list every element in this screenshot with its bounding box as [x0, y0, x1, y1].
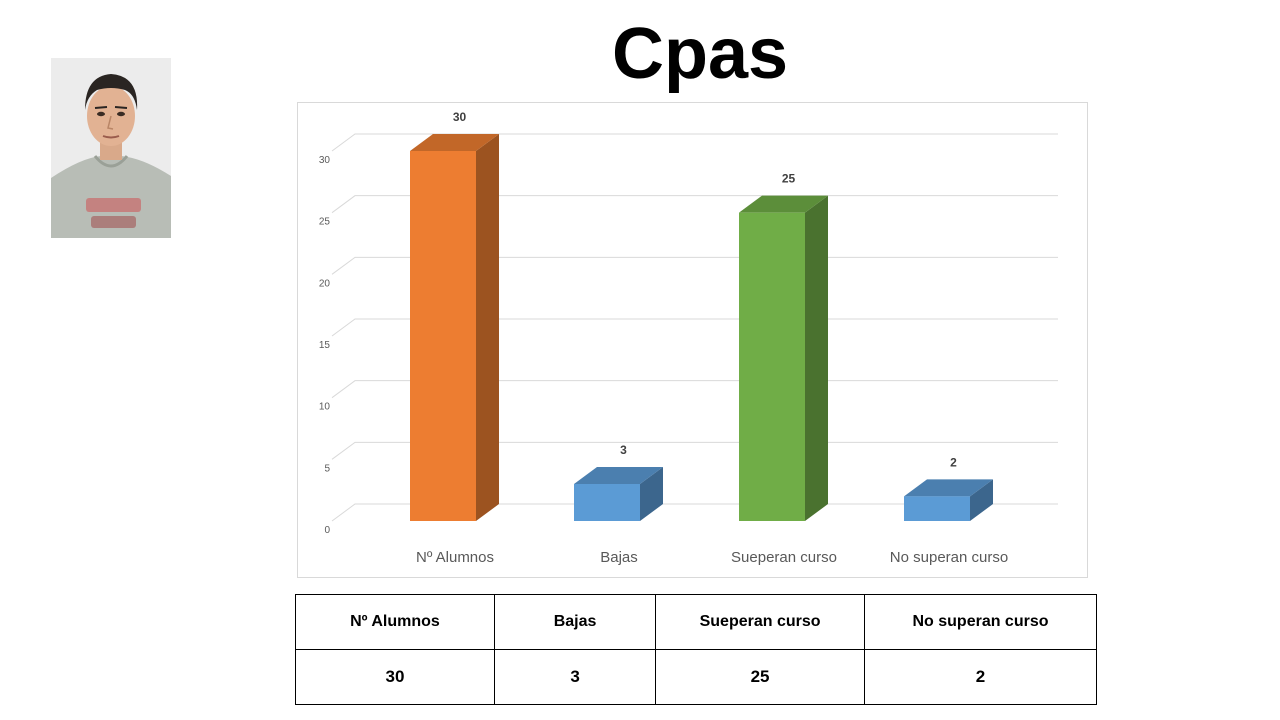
bar-chart: 0 5 10 15 20 25 30 30 3 25 2 Nº Alumnos Bajas Suepe…	[297, 102, 1088, 578]
page-title: Cpas	[611, 14, 789, 94]
table-cell: 25	[655, 649, 865, 705]
x-tick-label: Nº Alumnos	[416, 549, 494, 566]
y-tick-label: 20	[319, 278, 331, 289]
bar-side	[805, 195, 828, 521]
gridline	[331, 133, 1058, 152]
data-label: 2	[950, 455, 957, 469]
bar-top	[410, 134, 499, 151]
data-table: Nº Alumnos Bajas Sueperan curso No superan …	[295, 594, 1098, 705]
x-tick-label: Sueperan curso	[731, 549, 837, 566]
bar-side	[640, 467, 663, 521]
bar-top	[739, 195, 828, 213]
bar-front	[904, 496, 970, 521]
bar	[410, 134, 499, 521]
data-label: 25	[782, 172, 796, 186]
table-header-cell: No superan curso	[863, 594, 1098, 650]
bar-side	[970, 479, 993, 521]
bar-front	[739, 212, 805, 521]
bar	[739, 195, 828, 521]
table-header-cell: Nº Alumnos	[295, 594, 495, 650]
table-cell: 2	[863, 649, 1098, 705]
y-tick-label: 25	[319, 217, 331, 228]
table-header-row: Nº Alumnos Bajas Sueperan curso No superan …	[295, 594, 1098, 650]
y-tick-label: 30	[319, 155, 331, 166]
portrait-image	[51, 58, 171, 238]
table-cell: 3	[493, 649, 657, 705]
data-label: 30	[453, 110, 467, 124]
y-tick-label: 10	[319, 402, 331, 413]
x-tick-label: No superan curso	[890, 549, 1008, 566]
table-cell: 30	[295, 649, 495, 705]
bar-chart-canvas: 0 5 10 15 20 25 30 30 3 25 2 Nº Alumnos Bajas Suepe…	[319, 110, 1058, 566]
table-row: 30 3 25 2	[295, 649, 1098, 705]
profile-photo	[51, 58, 171, 238]
bar-top	[574, 467, 663, 484]
y-tick-label: 0	[324, 525, 330, 536]
y-tick-label: 5	[324, 463, 330, 474]
table-header-cell: Sueperan curso	[655, 594, 865, 650]
bar-front	[410, 151, 476, 521]
data-label: 3	[620, 443, 627, 457]
gridline	[331, 195, 1058, 214]
bar	[904, 479, 993, 521]
bar-front	[574, 484, 640, 521]
bar-top	[904, 479, 993, 497]
x-tick-label: Bajas	[600, 549, 638, 566]
table-header-cell: Bajas	[493, 594, 657, 650]
y-tick-label: 15	[319, 340, 331, 351]
bar	[574, 467, 663, 521]
bar-side	[476, 134, 499, 521]
